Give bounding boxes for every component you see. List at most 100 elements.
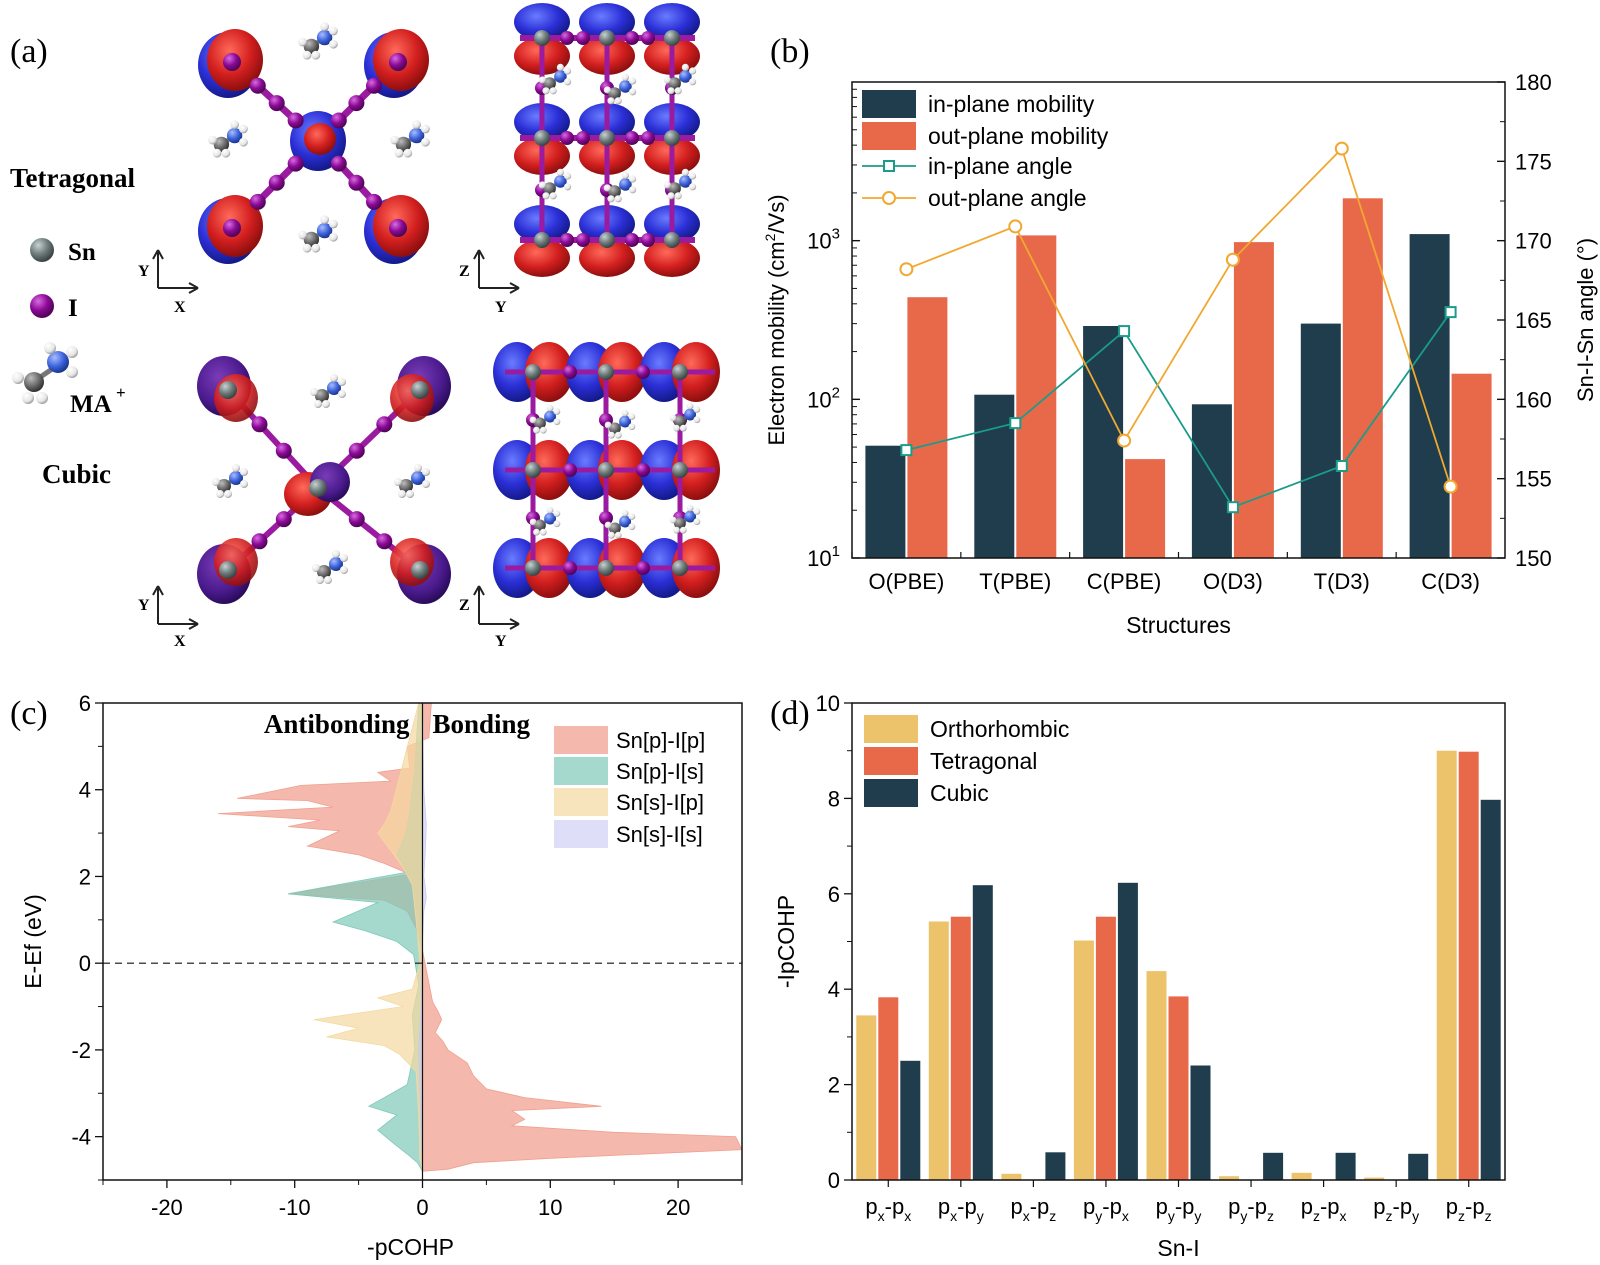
legend-swatch-Tetragonal — [864, 747, 918, 775]
panel-a-label: (a) — [10, 33, 48, 70]
hydrogen-atom — [549, 192, 557, 200]
bonding-annotation: Bonding — [433, 709, 531, 739]
iodine-atom — [576, 31, 590, 45]
tin-atom — [534, 130, 550, 146]
hydrogen-atom — [539, 426, 547, 434]
x-axis-label: Sn-I — [1157, 1235, 1199, 1261]
hydrogen-atom — [608, 531, 615, 539]
legend-label-Tetragonal: Tetragonal — [930, 748, 1037, 774]
hydrogen-atom — [621, 509, 629, 517]
panel-b-label: (b) — [770, 33, 810, 70]
x-tick-label: C(PBE) — [1087, 569, 1162, 594]
axes-indicator-bottom-right: Z Y — [459, 585, 520, 650]
ma-legend-charge: + — [116, 383, 126, 402]
hydrogen-atom — [533, 426, 540, 434]
tin-atom — [525, 364, 541, 380]
tin-atom — [411, 561, 429, 579]
tin-atom — [411, 381, 429, 399]
orbital-lobe-red — [390, 538, 434, 586]
iodine-atom — [560, 131, 574, 145]
carbon-atom — [673, 415, 686, 428]
methylammonium-molecule — [212, 464, 248, 498]
hydrogen-atom — [629, 77, 637, 85]
legend-swatch-Sn[s]-I[s] — [554, 820, 608, 848]
hydrogen-atom — [564, 78, 572, 86]
hydrogen-atom — [693, 406, 701, 413]
tin-atom — [664, 232, 680, 248]
tin-atom — [534, 30, 550, 46]
methylammonium-molecule — [663, 168, 697, 200]
x-tick-label: T(D3) — [1314, 569, 1370, 594]
carbon-atom — [608, 87, 621, 100]
hydrogen-atom — [390, 135, 399, 145]
bar-Cubic-0 — [900, 1060, 921, 1181]
cubic-side-view-structure — [493, 342, 720, 598]
sn-legend-label: Sn — [68, 239, 96, 266]
y-tick-label: -2 — [71, 1038, 91, 1063]
line-out-plane-angle — [906, 146, 1452, 487]
iodine-atom — [287, 155, 304, 172]
iodine-atom — [348, 442, 365, 459]
hydrogen-atom — [394, 148, 404, 158]
y-tick-label: 6 — [79, 691, 91, 716]
x-tick-label: pz-py — [1373, 1194, 1419, 1224]
legend-label-Sn[s]-I[s]: Sn[s]-I[s] — [616, 822, 703, 847]
methylammonium-molecule — [529, 506, 561, 536]
hydrogen-atom — [673, 424, 680, 432]
bar-Tetragonal-3 — [1095, 916, 1116, 1180]
hydrogen-atom — [324, 576, 332, 584]
y2-axis-label: Sn-I-Sn angle (°) — [1573, 238, 1598, 402]
point-out-plane-angle-T(D3) — [1334, 141, 1349, 156]
hydrogen-atom — [394, 478, 402, 486]
panel-d-label: (d) — [770, 695, 810, 732]
axes-indicator-top-left: Y X — [138, 249, 199, 316]
iodine-atom — [625, 131, 639, 145]
bar-Cubic-4 — [1190, 1065, 1211, 1180]
hydrogen-atom — [302, 50, 312, 60]
line-in-plane-angle — [906, 311, 1452, 509]
hydrogen-atom — [542, 192, 550, 200]
svg-text:Y: Y — [138, 263, 150, 280]
iodine-atom — [249, 193, 266, 210]
carbon-atom — [533, 417, 546, 430]
hydrogen-atom — [312, 564, 320, 572]
tin-atom — [219, 381, 237, 399]
tin-atom — [664, 130, 680, 146]
hydrogen-atom — [320, 22, 329, 31]
hydrogen-atom — [329, 232, 338, 242]
tin-atom — [219, 561, 237, 579]
y-tick-label: 4 — [828, 977, 840, 1002]
nitrogen-atom — [619, 80, 632, 93]
carbon-atom — [543, 77, 556, 90]
y-tick-label: 10 — [816, 691, 840, 716]
nitrogen-atom — [411, 471, 425, 485]
hydrogen-atom — [693, 508, 701, 515]
legend-label-in-plane-mobility: in-plane mobility — [928, 91, 1095, 117]
legend-swatch-Sn[p]-I[p] — [554, 726, 608, 754]
y-axis-label: E-Ef (eV) — [20, 894, 46, 989]
carbon-atom — [608, 185, 621, 198]
tetragonal-side-view-structure — [514, 3, 700, 277]
hydrogen-atom — [556, 63, 565, 71]
bar-Tetragonal-8 — [1458, 751, 1479, 1180]
y-tick-label: 103 — [807, 226, 840, 254]
bar-Cubic-8 — [1480, 799, 1501, 1180]
iodine-atom — [251, 533, 268, 550]
orbital-lobe-red — [304, 123, 336, 155]
orbital-lobe-red — [214, 374, 258, 422]
iodine-atom — [576, 233, 590, 247]
y2-tick-label: 180 — [1515, 70, 1552, 95]
axes-indicator-top-right: Z Y — [459, 249, 520, 316]
bar-out-plane-mobility-T(PBE) — [1016, 235, 1057, 558]
tin-atom — [599, 232, 615, 248]
bar-Orthorhombic-6 — [1291, 1172, 1312, 1180]
bar-out-plane-mobility-C(PBE) — [1125, 459, 1166, 558]
orbital-lobe-blue — [514, 3, 570, 41]
hydrogen-atom — [316, 576, 324, 584]
nitrogen-atom — [329, 557, 343, 571]
hydrogen-atom — [421, 124, 430, 134]
orbital-lobe-red — [214, 538, 258, 586]
svg-text:Z: Z — [459, 597, 470, 614]
x-tick-label: pz-pz — [1446, 1194, 1492, 1224]
methylammonium-molecule — [538, 63, 572, 95]
